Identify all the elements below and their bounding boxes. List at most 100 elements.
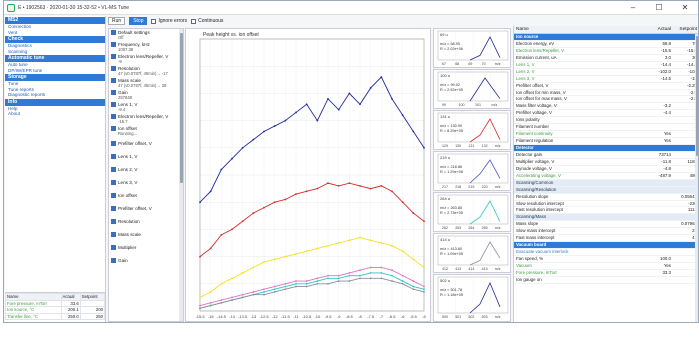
parameter-row[interactable]: Lens 1, V -14.4 -14.4 [514, 62, 698, 69]
step-checkbox[interactable] [111, 114, 116, 119]
tune-step-item[interactable]: Lens 3, V [109, 176, 183, 189]
tune-step-item[interactable]: Lens 1, V [109, 150, 183, 163]
nav-link[interactable]: Scanning [8, 48, 28, 54]
parameter-row[interactable]: Ions polarity+ [514, 117, 698, 125]
parameter-row[interactable]: Filament regulation Yes [514, 138, 698, 145]
parameter-row[interactable]: Vacuum Yes [514, 263, 698, 270]
tune-step-item[interactable]: Resolution 47 (v0.0787f, 40min)→ -17 [109, 65, 183, 77]
nav-link[interactable]: Tune [8, 81, 19, 86]
nav-section-header[interactable]: Info [5, 98, 105, 106]
parameter-row[interactable]: Ion offset for max mass, V -2.8 [514, 96, 698, 104]
nav-link[interactable]: Vent [8, 29, 18, 35]
step-checkbox[interactable] [111, 193, 116, 198]
group-header[interactable]: Ion source [514, 34, 698, 41]
minimize-button[interactable]: – [630, 3, 636, 12]
group-header[interactable]: Vacuum board [514, 242, 698, 250]
scrollbar-thumb[interactable] [695, 36, 698, 156]
parameter-row[interactable]: Electron energy, eV 69.870 [514, 41, 698, 48]
parameter-row[interactable]: Lens 2, V -102.0 -102 [514, 69, 698, 76]
parameter-row[interactable]: Fast resolution intercept 1112 [514, 207, 698, 215]
tune-step-item[interactable]: Prefilter offset, V [109, 202, 183, 215]
scrollbar-thumb[interactable] [179, 33, 183, 183]
tune-step-item[interactable]: Default settings Off [109, 29, 183, 41]
nav-link[interactable]: Diagnostic reports [8, 92, 46, 97]
nav-link[interactable]: Connection [8, 24, 32, 29]
parameter-row[interactable]: Filament number1 [514, 124, 698, 132]
tune-step-item[interactable]: Mass scale [109, 228, 183, 241]
parameter-row[interactable]: Lens 3, V -14.5 -15 [514, 76, 698, 83]
parameter-row[interactable]: Mass slope 0.07962 [514, 221, 698, 229]
parameter-row[interactable]: Slow mass intercept 21 [514, 228, 698, 236]
nav-link[interactable]: Diagnostics [8, 43, 32, 48]
step-checkbox[interactable] [111, 126, 116, 131]
continuous-checkbox[interactable]: Continuous [191, 18, 223, 24]
ignore-errors-checkbox[interactable]: Ignore errors [151, 18, 187, 24]
parameter-row[interactable]: Dynode voltage, V -4.8 [514, 166, 698, 173]
tune-step-item[interactable]: Multiplier [109, 241, 183, 254]
group-header[interactable]: Detector [514, 145, 698, 152]
tune-step-item[interactable]: Frequency, kHz 1087.38 [109, 41, 183, 53]
nav-link[interactable]: DP/IW/EPR tune [8, 67, 43, 73]
parameter-row[interactable]: Detector gain 73714 [514, 152, 698, 159]
tune-step-item[interactable]: Gain 257848 [109, 89, 183, 101]
group-header[interactable]: Scanning/Common [514, 179, 698, 187]
tune-step-item[interactable]: Ion offset Running... [109, 125, 183, 137]
tune-step-item[interactable]: Lens 2, V [109, 163, 183, 176]
parameter-row[interactable]: Slow resolution intercept -220 [514, 201, 698, 208]
parameter-row[interactable]: Fan speed, % 100.0 [514, 256, 698, 263]
close-button[interactable]: ✕ [681, 3, 689, 12]
step-checkbox[interactable] [111, 232, 116, 237]
parameter-row[interactable]: Fast mass intercept 41 [514, 235, 698, 243]
step-checkbox[interactable] [111, 167, 116, 172]
group-header[interactable]: Scanning/Resolution [514, 186, 698, 194]
parameter-row[interactable]: Multiplier voltage, V -11.8 1182 [514, 159, 698, 166]
step-checkbox[interactable] [111, 30, 116, 35]
parameter-row[interactable]: Evacuate vacuum interlock [514, 249, 698, 256]
step-checkbox[interactable] [111, 141, 116, 146]
parameter-row[interactable]: Prefilter offset, V -2.25 [514, 83, 698, 90]
step-checkbox[interactable] [111, 206, 116, 211]
parameter-row[interactable]: Ion gauge on [514, 277, 698, 284]
step-checkbox[interactable] [111, 42, 116, 47]
nav-section-header[interactable]: Automatic tune [5, 55, 105, 62]
step-checkbox[interactable] [111, 154, 116, 159]
parameter-row[interactable]: Emission current, uA 3.030 [514, 55, 698, 62]
step-checkbox[interactable] [111, 180, 116, 185]
tune-step-item[interactable]: Resolution [109, 215, 183, 228]
nav-link[interactable]: Help [8, 105, 18, 111]
step-checkbox[interactable] [111, 78, 116, 83]
step-checkbox[interactable] [111, 245, 116, 250]
group-header[interactable]: Scanning/Mass [514, 214, 698, 222]
parameter-row[interactable]: Filament continuity Yes [514, 131, 698, 139]
step-checkbox[interactable] [111, 102, 116, 107]
nav-link[interactable]: About [8, 111, 21, 116]
nav-link[interactable]: Tune reports [8, 86, 34, 92]
tune-step-item[interactable]: Electron lens/Repeller, V -15.7 [109, 113, 183, 125]
parameter-row[interactable]: Resolution slope 0.05641 [514, 194, 698, 201]
parameter-row[interactable]: Ion offset for min mass, V -2.9 [514, 90, 698, 97]
parameter-row[interactable]: Fore pressure, mTorr 33.3 [514, 270, 698, 277]
stop-button[interactable]: Stop [129, 17, 148, 25]
tune-step-item[interactable]: Mass scale 47 (v0.0787f, 40min)→ 28 [109, 77, 183, 89]
parameter-row[interactable]: Mass filter voltage, V -3.2 [514, 103, 698, 111]
nav-section-header[interactable]: Storage [5, 74, 105, 81]
nav-section-header[interactable]: MS2 [5, 17, 105, 24]
step-checkbox[interactable] [111, 258, 116, 263]
step-checkbox[interactable] [111, 90, 116, 95]
tune-step-item[interactable]: Ion offset [109, 189, 183, 202]
tune-step-item[interactable]: Electron lens/Repeller, V -9 [109, 53, 183, 65]
nav-link[interactable]: Auto tune [8, 62, 28, 67]
run-button[interactable]: Run [108, 17, 126, 25]
tune-steps-scrollbar[interactable] [179, 29, 183, 321]
step-checkbox[interactable] [111, 219, 116, 224]
parameter-row[interactable]: Electron lens/Repeller, V -15.5 -15.5 [514, 48, 698, 55]
step-checkbox[interactable] [111, 66, 116, 71]
step-checkbox[interactable] [111, 54, 116, 59]
maximize-button[interactable]: ☐ [655, 3, 663, 12]
tune-step-item[interactable]: Prefilter offset, V [109, 137, 183, 150]
tune-step-item[interactable]: Lens 1, V -9.4 [109, 101, 183, 113]
nav-section-header[interactable]: Check [5, 36, 105, 43]
tune-step-item[interactable]: Gain [109, 254, 183, 267]
parameter-row[interactable]: Prefilter voltage, V -4.4 [514, 110, 698, 118]
parameter-row[interactable]: Accelerating voltage, V -487.9 480 [514, 173, 698, 180]
